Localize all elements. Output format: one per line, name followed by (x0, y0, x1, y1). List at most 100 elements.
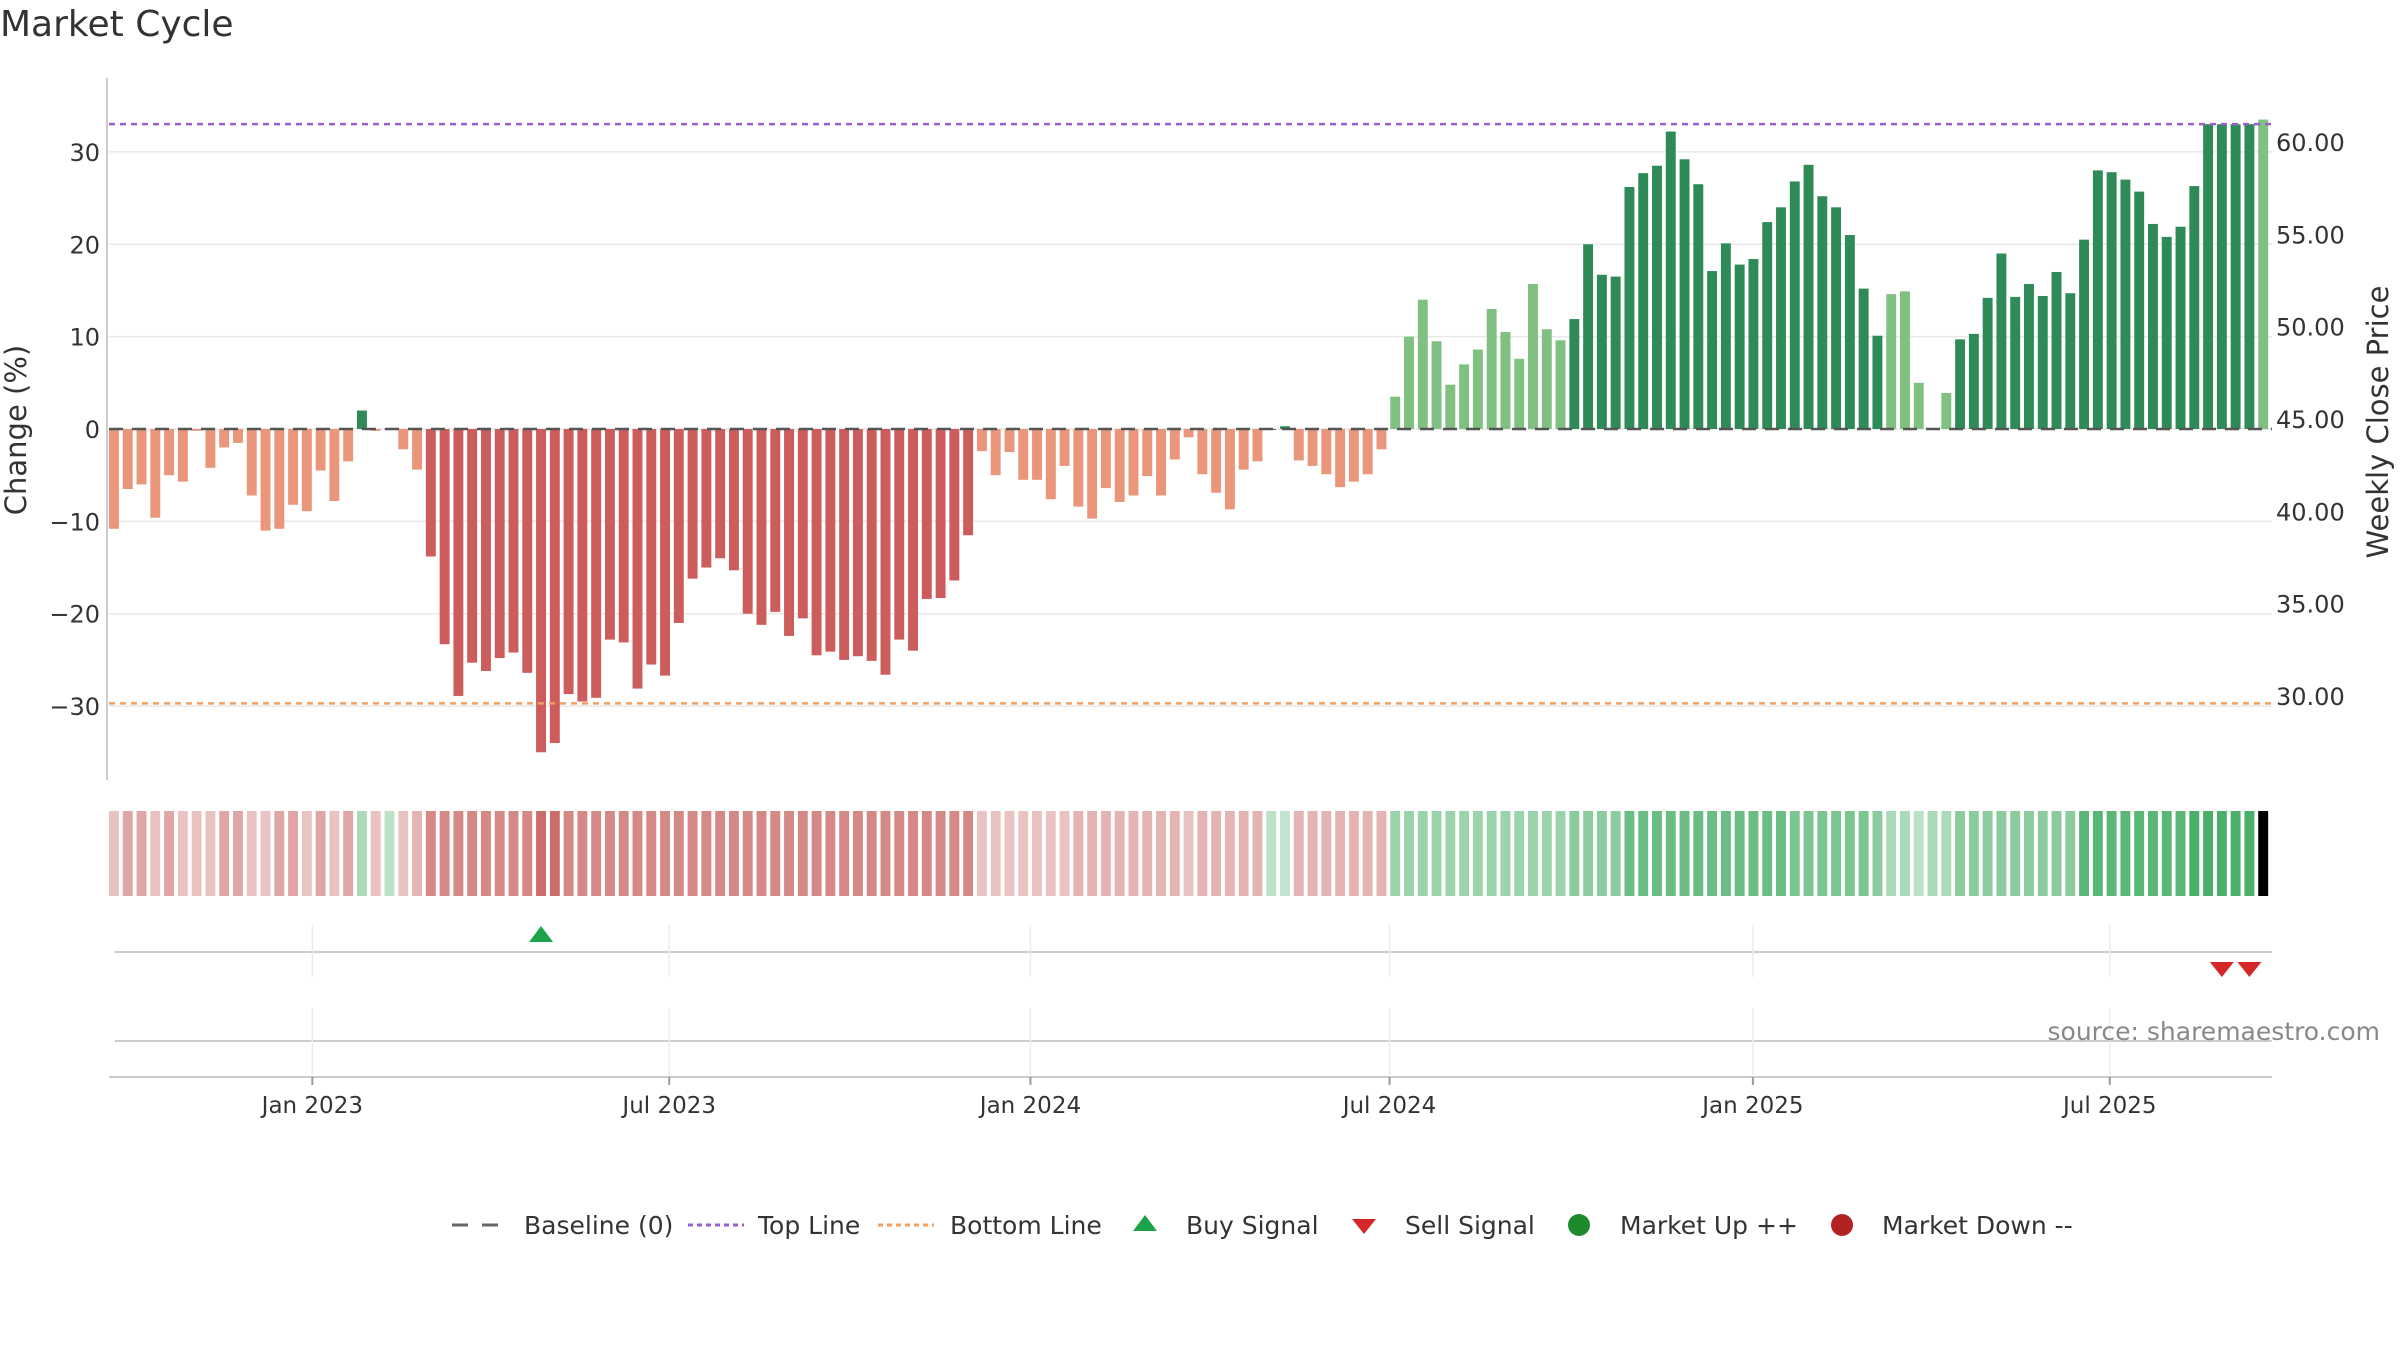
bar (164, 429, 175, 476)
mood-cell (1872, 811, 1883, 896)
bar (1583, 244, 1594, 429)
mood-cell (1032, 811, 1042, 896)
bar (1720, 243, 1731, 429)
mood-cell (701, 811, 712, 896)
x-tick-label: Jan 2023 (260, 1093, 363, 1119)
mood-cell (852, 811, 863, 896)
mood-cell (1886, 811, 1897, 896)
bar (2024, 283, 2034, 429)
mood-cell (219, 811, 230, 896)
mood-cell (784, 811, 794, 896)
bar (549, 429, 560, 744)
mood-cell (1280, 811, 1290, 896)
legend-label: Bottom Line (950, 1211, 1102, 1240)
bar (1348, 429, 1359, 482)
legend-market-down-swatch (1831, 1214, 1853, 1236)
mood-cell (2244, 811, 2255, 896)
mood-cell (935, 811, 946, 896)
mood-cell (2051, 811, 2062, 896)
bar (797, 429, 808, 619)
bar (1335, 429, 1346, 488)
mood-cell (1431, 811, 1442, 896)
mood-cell (908, 811, 918, 896)
bar (1555, 340, 1566, 429)
bar (1610, 276, 1621, 429)
bar (1913, 382, 1924, 429)
legend-buy-swatch (1133, 1215, 1157, 1231)
mood-cell (522, 811, 533, 896)
bar (1224, 429, 1235, 510)
y2-tick-label: 55.00 (2276, 221, 2345, 249)
mood-cell (1362, 811, 1373, 896)
bar (921, 429, 932, 599)
bar (2134, 191, 2145, 429)
bar (715, 429, 726, 559)
legend-label: Sell Signal (1405, 1211, 1535, 1240)
mood-cell (1941, 811, 1952, 896)
bar (232, 429, 243, 443)
source-text: source: sharemaestro.com (2048, 1017, 2381, 1046)
bar (1528, 283, 1538, 429)
bar (205, 429, 216, 468)
bar (246, 429, 257, 496)
mood-cell (1638, 811, 1649, 896)
mood-cell (1307, 811, 1318, 896)
bar (219, 429, 230, 448)
mood-cell (1486, 811, 1497, 896)
bar (2065, 293, 2076, 429)
legend-label: Market Up ++ (1620, 1211, 1798, 1240)
mood-cell (177, 811, 188, 896)
mood-cell (1238, 811, 1249, 896)
mood-cell (1417, 811, 1428, 896)
bar (1858, 288, 1869, 429)
bar (1734, 264, 1745, 429)
bar (480, 429, 491, 672)
mood-cell (1913, 811, 1924, 896)
mood-cell (1968, 811, 1979, 896)
mood-cell (274, 811, 285, 896)
mood-cell (1748, 811, 1759, 896)
mood-cell (921, 811, 932, 896)
bar (1803, 164, 1814, 430)
mood-cell (1762, 811, 1773, 896)
bar (1307, 429, 1318, 466)
bar (191, 429, 202, 431)
mood-cell (1596, 811, 1607, 896)
mood-cell (1858, 811, 1869, 896)
legend-item: Sell Signal (1352, 1211, 1535, 1240)
mood-cell (770, 811, 781, 896)
mood-cell (1321, 811, 1332, 896)
bar (1431, 341, 1442, 429)
bar (1087, 429, 1098, 519)
mood-cell (260, 811, 271, 896)
mood-cell (604, 811, 615, 896)
mood-cell (549, 811, 560, 896)
mood-cell (1996, 811, 2007, 896)
mood-cell (425, 811, 436, 896)
mood-cell (1211, 811, 1222, 896)
x-tick-label: Jan 2025 (1700, 1093, 1803, 1119)
y2-tick-label: 30.00 (2276, 683, 2345, 711)
bar (1982, 297, 1993, 429)
mood-cell (301, 811, 312, 896)
mood-cell (1500, 811, 1511, 896)
x-tick-label: Jul 2024 (1341, 1093, 1437, 1119)
mood-cell (2230, 811, 2241, 896)
y2-tick-label: 45.00 (2276, 406, 2345, 434)
mood-cell (1541, 811, 1552, 896)
bar (260, 429, 271, 531)
mood-cell (1197, 811, 1208, 896)
y-tick-label: 20 (69, 231, 100, 259)
mood-cell (453, 811, 464, 896)
mood-cell (384, 811, 395, 896)
mood-cell (1390, 811, 1401, 896)
sell-signal-marker (2209, 962, 2234, 977)
bar (1831, 207, 1842, 429)
bar (1197, 429, 1208, 475)
bar (949, 429, 960, 581)
mood-cell (1224, 811, 1235, 896)
bar (467, 429, 478, 663)
bar (2106, 172, 2117, 429)
bar (811, 429, 822, 656)
